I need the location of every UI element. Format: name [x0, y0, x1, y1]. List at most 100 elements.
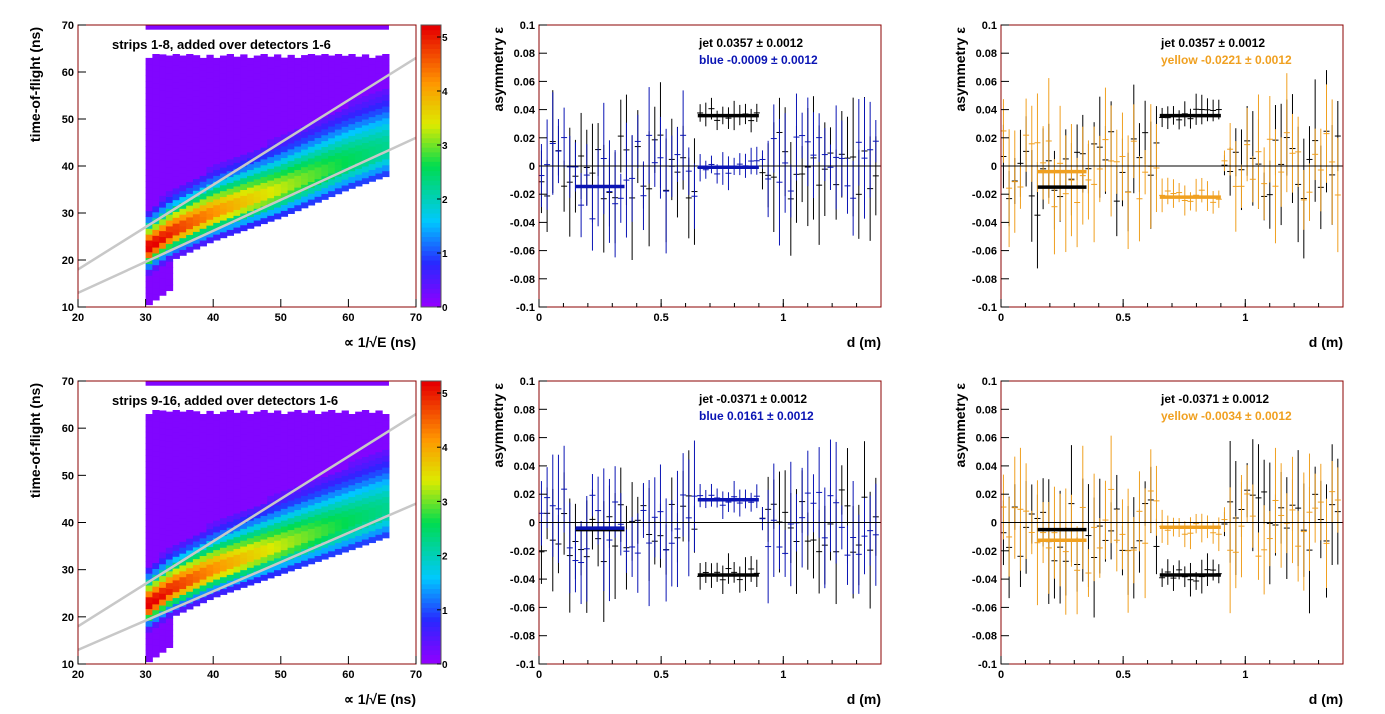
heatmap-cell: [341, 445, 349, 453]
heatmap-cell: [321, 547, 329, 554]
heatmap-cell: [375, 469, 383, 476]
heatmap-cell: [341, 428, 349, 435]
heatmap-cell: [192, 576, 201, 583]
heatmap-cell: [328, 533, 336, 540]
heatmap-cell: [226, 568, 234, 575]
heatmap-cell: [165, 447, 174, 454]
heatmap-cell: [341, 85, 349, 92]
heatmap-cell: [145, 496, 153, 503]
heatmap-cell: [226, 550, 234, 558]
heatmap-cell: [165, 629, 174, 637]
heatmap-cell: [186, 75, 194, 83]
heatmap-cell: [152, 129, 160, 136]
heatmap-cell: [240, 66, 248, 73]
heatmap-cell: [307, 445, 316, 453]
heatmap-cell: [165, 67, 174, 74]
heatmap-cell: [314, 143, 322, 150]
heatmap-cell: [152, 603, 160, 611]
heatmap-cell: [253, 220, 262, 227]
heatmap-cell: [274, 504, 282, 512]
heatmap-cell: [382, 531, 390, 539]
heatmap-cell: [348, 455, 356, 462]
heatmap-cell: [253, 161, 262, 168]
heatmap-cell: [334, 176, 343, 183]
heatmap-cell: [233, 465, 241, 473]
heatmap-cell: [375, 96, 383, 104]
heatmap-cell: [240, 142, 248, 149]
heatmap-cell: [179, 447, 187, 454]
heatmap-cell: [199, 461, 207, 468]
heatmap-cell: [348, 478, 356, 486]
heatmap-cell: [267, 133, 275, 140]
heatmap-cell: [233, 430, 241, 437]
heatmap-cell: [186, 228, 194, 236]
heatmap-cell: [274, 422, 282, 429]
palette-cell: [421, 213, 441, 219]
heatmap-cell: [375, 504, 383, 512]
heatmap-cell: [219, 482, 228, 489]
heatmap-cell: [294, 157, 302, 165]
heatmap-plot: [145, 25, 390, 306]
chart-panel-asym-top-yellow: 0 0.5 10.10.080.060.040.020-0.02-0.04-0.06…: [952, 20, 1344, 350]
heatmap-cell: [294, 116, 302, 124]
heatmap-cell: [233, 68, 241, 75]
heatmap-cell: [314, 496, 322, 503]
heatmap-cell: [247, 140, 255, 147]
heatmap-cell: [186, 508, 194, 516]
heatmap-cell: [145, 169, 153, 176]
heatmap-cell: [219, 84, 228, 92]
heatmap-cell: [334, 140, 343, 148]
heatmap-cell: [152, 592, 160, 599]
heatmap-cell: [314, 443, 322, 450]
heatmap-cell: [253, 67, 262, 74]
heatmap-cell: [328, 550, 336, 558]
heatmap-cell: [186, 93, 194, 100]
heatmap-cell: [192, 90, 201, 97]
heatmap-cell: [233, 583, 241, 591]
x-axis-label: ∝ 1/√E (ns): [344, 334, 416, 350]
heatmap-cell: [172, 129, 180, 136]
heatmap-cell: [145, 520, 153, 527]
palette-cell: [421, 245, 441, 252]
heatmap-cell: [382, 129, 390, 136]
scatter-plot: [1000, 70, 1341, 269]
heatmap-cell: [294, 140, 302, 147]
heatmap-cell: [361, 124, 370, 132]
heatmap-cell: [375, 161, 383, 168]
heatmap-cell: [321, 87, 329, 95]
heatmap-cell: [145, 81, 153, 88]
heatmap-cell: [233, 109, 241, 116]
heatmap-cell: [348, 461, 356, 468]
heatmap-cell: [213, 87, 221, 94]
heatmap-cell: [172, 426, 180, 433]
heatmap-cell: [233, 227, 241, 234]
heatmap-cell: [226, 153, 234, 160]
heatmap-cell: [165, 249, 174, 256]
heatmap-cell: [186, 591, 194, 598]
heatmap-cell: [186, 573, 194, 580]
heatmap-cell: [219, 429, 228, 436]
heatmap-cell: [287, 113, 295, 120]
heatmap-cell: [341, 138, 349, 145]
heatmap-cell: [307, 528, 316, 535]
heatmap-cell: [321, 146, 329, 153]
heatmap-cell: [240, 171, 248, 179]
heatmap-cell: [368, 536, 376, 544]
heatmap-cell: [361, 89, 370, 96]
heatmap-cell: [213, 514, 221, 521]
heatmap-cell: [375, 510, 383, 518]
heatmap-cell: [287, 517, 295, 525]
heatmap-cell: [179, 423, 187, 430]
heatmap-cell: [152, 633, 160, 640]
heatmap-cell: [355, 417, 363, 424]
heatmap-cell: [179, 61, 187, 68]
heatmap-cell: [165, 131, 174, 139]
heatmap-cell: [152, 211, 160, 219]
heatmap-cell: [368, 418, 376, 426]
heatmap-cell: [192, 55, 201, 62]
heatmap-cell: [260, 474, 268, 481]
heatmap-cell: [348, 59, 356, 66]
heatmap-cell: [253, 55, 262, 62]
heatmap-cell: [179, 243, 187, 250]
heatmap-cell: [159, 622, 167, 630]
